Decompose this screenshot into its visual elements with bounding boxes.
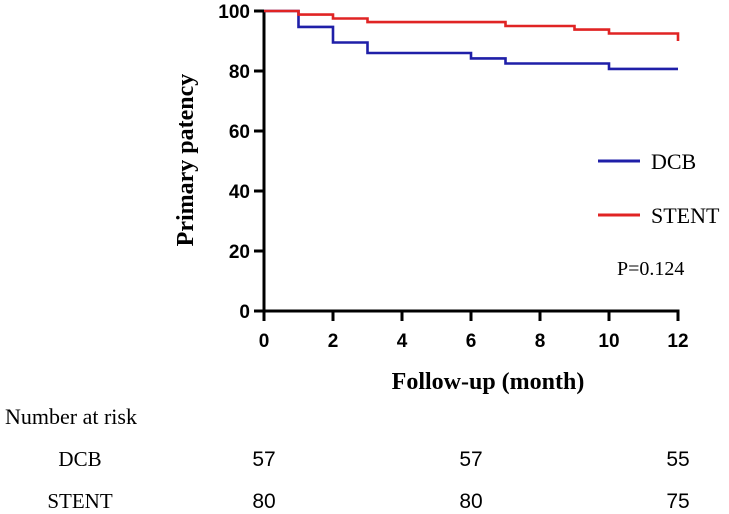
legend-label-stent: STENT [651,203,720,228]
x-tick-label: 2 [328,331,339,352]
series-line-dcb [264,9,678,71]
y-tick-label: 20 [229,242,250,263]
y-tick-label: 80 [229,62,250,83]
risk-row-label: DCB [58,447,101,471]
risk-value: 80 [459,490,482,513]
y-tick-label: 40 [229,182,250,203]
series-lines [264,9,680,71]
x-tick-label: 10 [598,331,619,352]
risk-row-label: STENT [47,489,113,513]
risk-table: Number at risk DCB 57 57 55 STENT 80 80 75 [5,404,690,513]
x-ticks: 0 2 4 6 8 10 12 [259,311,689,352]
y-tick-label: 100 [218,2,250,23]
legend: DCB STENT [598,149,720,228]
y-axis-label: Primary patency [173,74,199,247]
y-ticks: 0 20 40 60 80 100 [218,2,264,323]
x-tick-label: 12 [667,331,688,352]
y-tick-label: 60 [229,122,250,143]
risk-value: 57 [252,448,275,471]
risk-value: 75 [666,490,689,513]
risk-value: 57 [459,448,482,471]
x-tick-label: 4 [397,331,408,352]
p-value-annotation: P=0.124 [617,258,684,280]
x-tick-label: 0 [259,331,270,352]
risk-value: 80 [252,490,275,513]
legend-label-dcb: DCB [651,149,696,174]
y-tick-label: 0 [239,302,250,323]
risk-table-title: Number at risk [5,404,137,429]
risk-value: 55 [666,448,689,471]
x-axis-label: Follow-up (month) [392,369,585,395]
series-line-stent [264,9,680,41]
x-tick-label: 8 [535,331,546,352]
x-tick-label: 6 [466,331,477,352]
